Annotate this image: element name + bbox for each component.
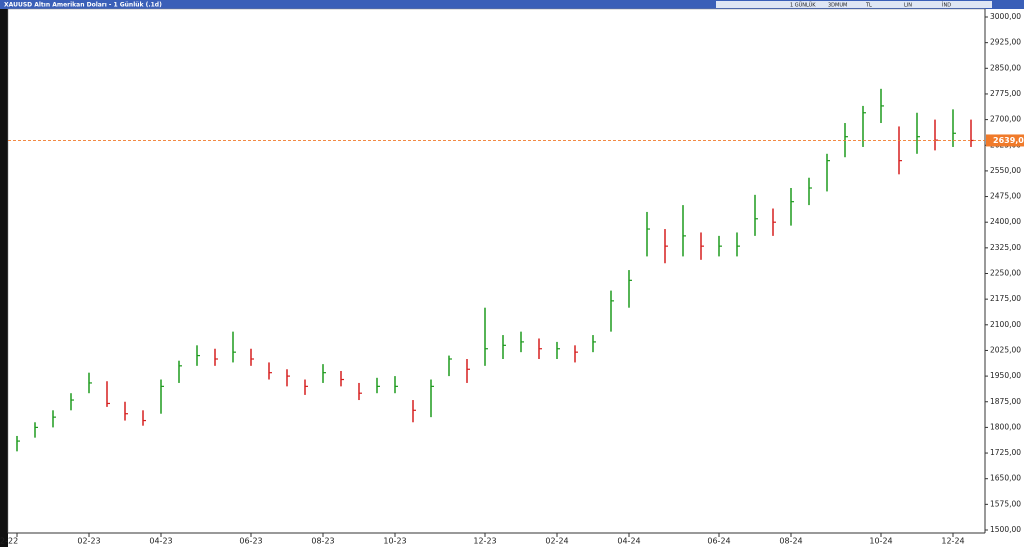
x-tick-label: 2-22 [0, 537, 18, 546]
y-tick-label: 1575,00 [990, 499, 1021, 508]
x-tick-label: 06-23 [239, 537, 262, 546]
chart-title: XAUUSD Altın Amerikan Doları - 1 Günlük … [4, 2, 162, 9]
side-toolbar [0, 9, 8, 547]
y-tick-label: 1875,00 [990, 397, 1021, 406]
y-tick-label: 1800,00 [990, 422, 1021, 431]
toolbar-item[interactable]: İND [942, 2, 951, 9]
y-tick-label: 2400,00 [990, 217, 1021, 226]
y-tick-label: 2775,00 [990, 89, 1021, 98]
toolbar-item[interactable]: 1 GÜNLÜK [790, 2, 816, 9]
y-tick-label: 2025,00 [990, 345, 1021, 354]
toolbar [716, 1, 992, 8]
y-tick-label: 2175,00 [990, 294, 1021, 303]
x-tick-label: 08-24 [779, 537, 802, 546]
y-tick-label: 2250,00 [990, 269, 1021, 278]
x-tick-label: 08-23 [311, 537, 334, 546]
x-tick-label: 02-23 [77, 537, 100, 546]
x-tick-label: 12-24 [941, 537, 964, 546]
y-tick-label: 1725,00 [990, 448, 1021, 457]
y-tick-label: 2550,00 [990, 166, 1021, 175]
toolbar-item[interactable]: 3DMUM [828, 3, 847, 9]
y-tick-label: 2850,00 [990, 63, 1021, 72]
plot-area [7, 8, 986, 534]
x-tick-label: 10-23 [383, 537, 406, 546]
y-tick-label: 2700,00 [990, 115, 1021, 124]
y-tick-label: 1650,00 [990, 474, 1021, 483]
x-tick-label: 10-24 [869, 537, 892, 546]
x-tick-label: 04-23 [149, 537, 172, 546]
x-tick-label: 06-24 [707, 537, 730, 546]
y-tick-label: 3000,00 [990, 12, 1021, 21]
toolbar-item[interactable]: TL [865, 3, 872, 9]
y-tick-label: 1950,00 [990, 371, 1021, 380]
y-tick-label: 2925,00 [990, 38, 1021, 47]
title-bar [0, 0, 1024, 9]
y-tick-label: 1500,00 [990, 525, 1021, 534]
y-tick-label: 2325,00 [990, 243, 1021, 252]
x-tick-label: 04-24 [617, 537, 640, 546]
last-price-tag: 2639,0 [993, 136, 1024, 145]
x-tick-label: 02-24 [545, 537, 568, 546]
y-tick-label: 2475,00 [990, 192, 1021, 201]
toolbar-item[interactable]: LIN [904, 3, 912, 9]
last-price-tag-bg [986, 134, 1024, 147]
x-tick-label: 12-23 [473, 537, 496, 546]
y-tick-label: 2100,00 [990, 320, 1021, 329]
